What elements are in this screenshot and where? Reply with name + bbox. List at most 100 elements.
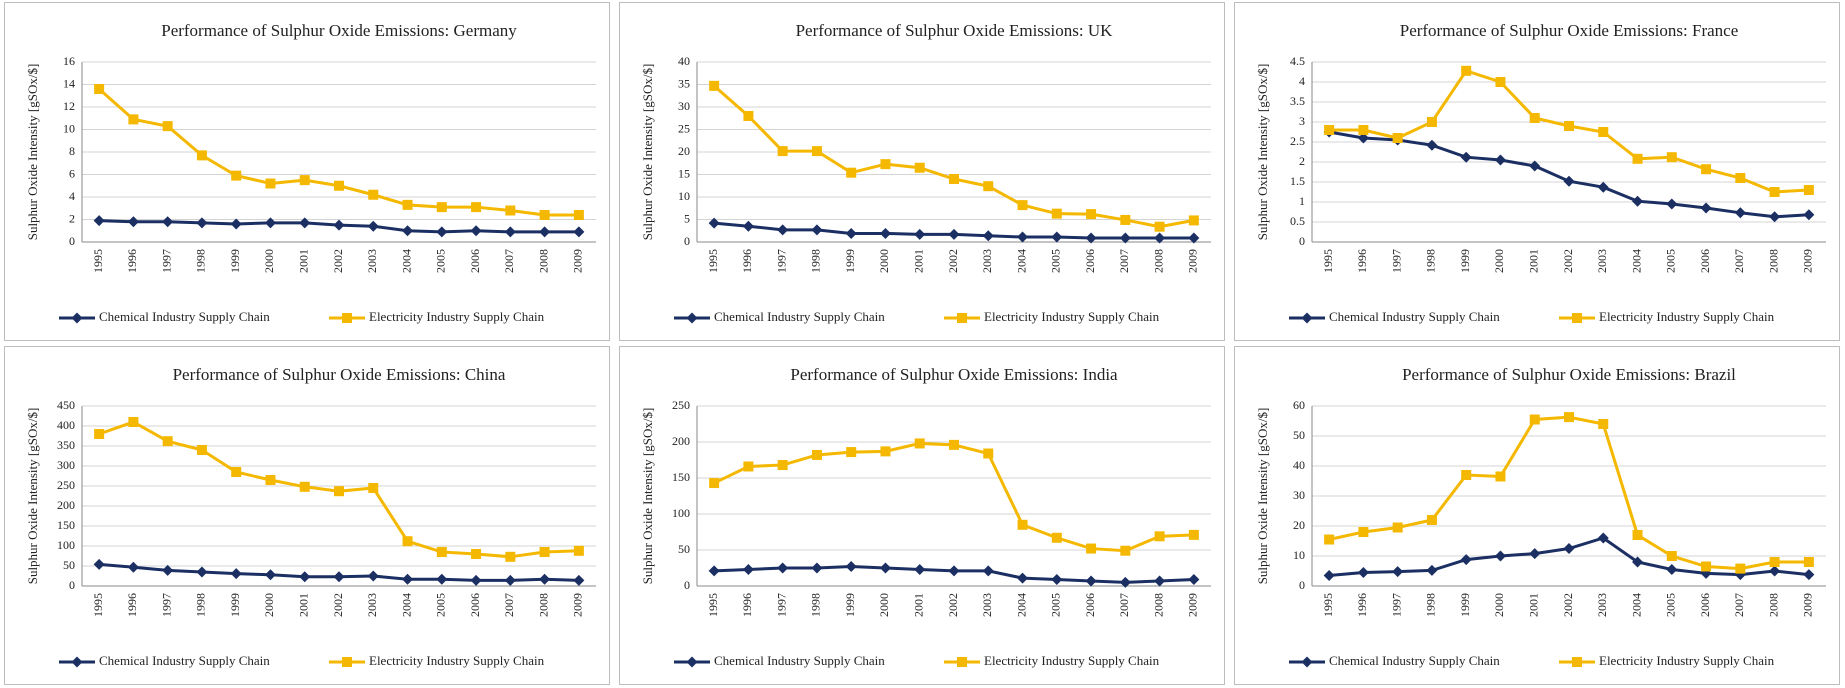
x-tick-label: 2001 [1526,593,1540,617]
marker-square [914,162,925,173]
x-tick-label: 2005 [1664,249,1678,273]
marker-diamond [811,224,823,236]
marker-diamond [1460,554,1472,566]
panel-border [4,346,610,685]
x-tick-label: 1999 [228,249,242,273]
x-tick-label: 1995 [1321,249,1335,273]
legend-marker [1572,657,1582,667]
y-tick-label: 0 [684,234,690,248]
y-tick-label: 100 [57,538,75,552]
marker-square [1495,471,1506,482]
x-tick-label: 2004 [1629,593,1643,617]
marker-diamond [230,218,242,230]
marker-diamond [93,215,105,227]
x-tick-label: 1995 [706,249,720,273]
marker-square [846,447,857,458]
chart-panel: Performance of Sulphur Oxide Emissions: … [619,2,1225,341]
marker-diamond [1085,575,1097,587]
y-tick-label: 0 [1299,578,1305,592]
x-tick-label: 2008 [536,249,550,273]
marker-square [1564,121,1574,131]
marker-square [1017,519,1028,530]
y-tick-label: 0 [1299,234,1305,248]
marker-square [1666,551,1677,561]
marker-square [94,84,105,94]
legend-label: Chemical Industry Supply Chain [1329,309,1500,324]
marker-diamond [402,573,414,585]
y-tick-label: 1.5 [1290,174,1305,188]
marker-square [1632,153,1643,164]
x-tick-label: 2000 [877,249,891,273]
marker-square [368,483,379,493]
marker-diamond [299,217,311,229]
marker-diamond [93,558,105,570]
marker-square [1120,214,1131,225]
marker-square [1769,557,1780,567]
marker-diamond [196,217,208,229]
marker-diamond [1597,532,1609,544]
marker-diamond [914,228,926,240]
x-tick-label: 1997 [774,593,788,617]
x-tick-label: 2006 [1698,593,1712,617]
legend-marker [342,657,352,667]
marker-diamond [1323,570,1335,581]
marker-diamond [1119,576,1131,588]
marker-square [914,438,925,449]
marker-diamond [230,568,242,580]
x-tick-label: 1999 [1458,593,1472,617]
chart-title: Performance of Sulphur Oxide Emissions: … [1400,21,1739,40]
y-axis-label: Sulphur Oxide Intensity [gSOx/$] [640,408,655,585]
chart-panel: Performance of Sulphur Oxide Emissions: … [4,2,610,341]
x-tick-label: 2002 [331,249,345,273]
y-tick-label: 40 [1293,458,1305,472]
marker-diamond [539,573,551,585]
marker-diamond [162,216,174,228]
x-tick-label: 1996 [740,593,754,617]
x-tick-label: 1997 [1389,593,1403,617]
marker-square [1632,530,1643,540]
marker-diamond [1119,232,1131,244]
x-tick-label: 1998 [809,593,823,617]
marker-diamond [573,574,585,586]
marker-diamond [1632,195,1644,207]
marker-square [1324,534,1335,545]
legend-label: Electricity Industry Supply Chain [1599,309,1775,324]
x-tick-label: 2007 [1117,593,1131,617]
marker-square [709,80,720,91]
marker-square [1392,522,1403,533]
x-tick-label: 1997 [159,593,173,617]
marker-diamond [1803,209,1815,221]
y-tick-label: 1 [1299,194,1305,208]
x-tick-label: 1999 [843,593,857,617]
marker-square [436,202,447,213]
marker-diamond [742,563,754,575]
marker-diamond [367,220,379,232]
marker-diamond [539,226,551,238]
marker-diamond [367,570,379,582]
y-tick-label: 0 [69,234,75,248]
marker-diamond [1803,569,1815,581]
marker-square [1461,470,1472,480]
marker-square [1529,414,1540,425]
marker-square [1188,529,1199,540]
y-tick-label: 20 [1293,518,1305,532]
legend-label: Electricity Industry Supply Chain [1599,653,1775,668]
y-tick-label: 10 [678,189,690,203]
x-tick-label: 2001 [1526,249,1540,273]
x-tick-label: 2005 [1049,249,1063,273]
marker-square [573,210,584,220]
x-tick-label: 1997 [774,249,788,273]
marker-square [983,181,994,192]
marker-square [1358,125,1369,135]
x-tick-label: 1996 [1355,249,1369,273]
chart-panel: Performance of Sulphur Oxide Emissions: … [4,346,610,685]
x-tick-label: 2003 [1595,593,1609,617]
marker-diamond [504,574,516,586]
marker-square [505,551,516,562]
y-axis-label: Sulphur Oxide Intensity [gSOx/$] [1255,408,1270,585]
marker-diamond [1460,151,1472,163]
x-tick-label: 2009 [1801,593,1815,617]
marker-square [1769,187,1780,197]
x-tick-label: 2004 [1014,249,1028,273]
x-tick-label: 2009 [571,249,585,273]
